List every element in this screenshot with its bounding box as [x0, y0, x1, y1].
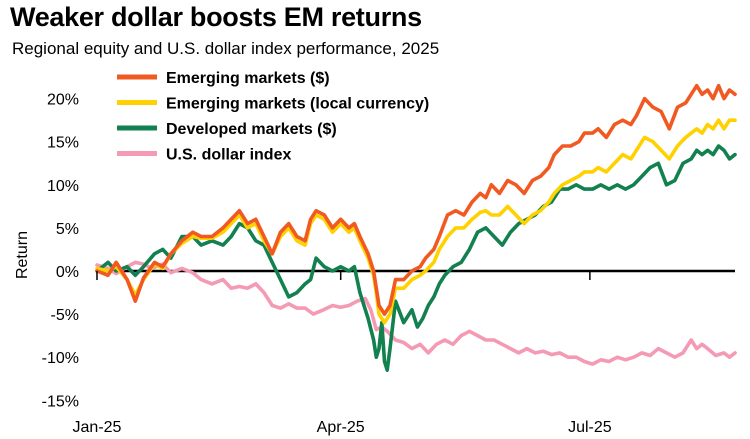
chart-subtitle: Regional equity and U.S. dollar index pe… — [12, 39, 440, 58]
y-tick-label: 20% — [47, 92, 79, 109]
series-line-emerging-markets — [95, 83, 737, 316]
series-line-developed-markets — [95, 144, 737, 372]
chart-title: Weaker dollar boosts EM returns — [10, 2, 422, 32]
y-axis-label: Return — [14, 231, 31, 279]
x-tick-label: Apr-25 — [317, 419, 365, 436]
y-tick-label: -10% — [42, 350, 79, 367]
y-tick-label: 10% — [47, 178, 79, 195]
legend-label: Developed markets ($) — [166, 121, 337, 138]
y-tick-label: -15% — [42, 393, 79, 410]
x-tick-label: Jan-25 — [73, 419, 122, 436]
x-tick-label: Jul-25 — [568, 419, 612, 436]
y-tick-label: 15% — [47, 135, 79, 152]
legend-label: Emerging markets ($) — [166, 70, 330, 87]
y-tick-label: -5% — [51, 307, 79, 324]
legend-label: Emerging markets (local currency) — [166, 96, 429, 113]
legend-label: U.S. dollar index — [166, 147, 291, 164]
series-line-emerging-markets-local-currency — [95, 118, 737, 325]
y-tick-label: 0% — [56, 264, 79, 281]
y-tick-label: 5% — [56, 221, 79, 238]
series-line-u-s-dollar-index — [95, 260, 737, 366]
